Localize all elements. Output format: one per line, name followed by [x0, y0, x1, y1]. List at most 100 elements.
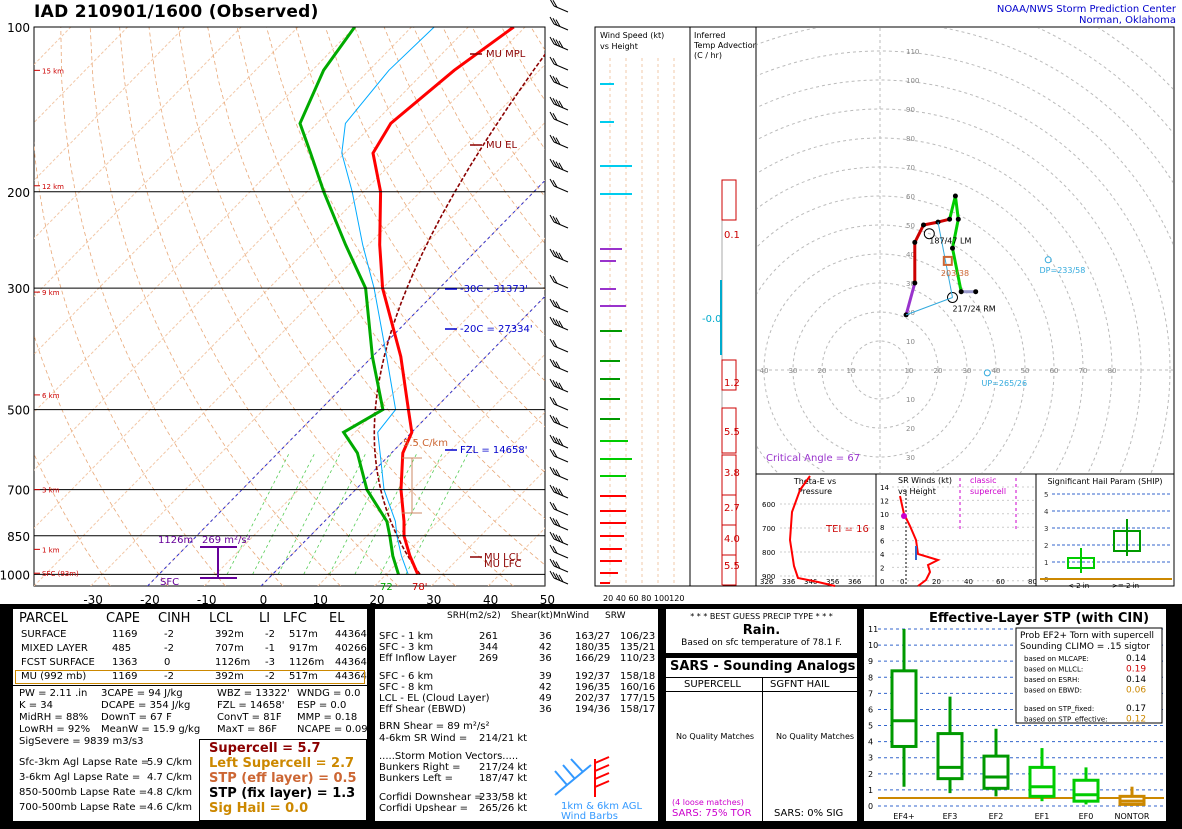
lapse-label: 3-6km Agl Lapse Rate = [19, 772, 141, 783]
hodo-x-label: 80 [1108, 367, 1117, 375]
hodo-point [921, 222, 926, 228]
isotherm [34, 27, 185, 182]
mean-vector [937, 222, 953, 298]
kin-cell: 36 [539, 631, 552, 642]
kin-cell: 36 [539, 653, 552, 664]
theta-p-label: 700 [762, 525, 775, 533]
stp-prob-box [1015, 627, 1163, 724]
windspeed-bar [600, 475, 626, 477]
mixing-line [252, 452, 316, 575]
wind-barb-flag [558, 488, 564, 497]
wind-barb-flag [549, 36, 555, 45]
hodo-x-label: 50 [1021, 367, 1030, 375]
hodo-point [955, 216, 961, 222]
isotherm [431, 469, 545, 586]
stp-y-label: 7 [868, 689, 873, 698]
skewt-frame [33, 26, 546, 587]
credit-line-2: Norman, Oklahoma [1079, 15, 1176, 26]
parcel-cell: -2 [164, 643, 174, 654]
stp-y-label: 2 [868, 770, 873, 779]
wind-barb-flag [555, 39, 561, 47]
wind-barb-shaft [553, 23, 569, 31]
hodo-ring-label: 90 [906, 106, 915, 114]
pressure-tick-label: 500 [7, 404, 30, 418]
sars-loose-matches: (4 loose matches) [672, 798, 744, 807]
windspeed-bar [600, 495, 626, 497]
kin-cell: 261 [479, 631, 499, 642]
ship-cat-2: >= 2 in [1112, 582, 1139, 590]
height-label: 1 km [42, 546, 60, 554]
isotherm [34, 27, 356, 355]
parcel-cell: SURFACE [21, 629, 67, 640]
index-cell: ESP = 0.0 [297, 700, 347, 711]
wind-barb-shaft [553, 345, 569, 353]
mean-wind-label: 203/38 [941, 269, 969, 278]
sr-winds-plot: SR Winds (kt) vs Height classic supercell 14… [880, 476, 1037, 587]
kinematics-panel: SRH(m2/s2) Shear(kt) MnWind SRW SFC - 1 km 26… [373, 607, 660, 823]
temp-tick-label: 50 [540, 593, 555, 605]
kin-cell: 42 [539, 642, 552, 653]
critical-angle: Critical Angle = 67 [766, 453, 860, 464]
wind-barb-flag [552, 360, 558, 368]
stp-prob-label: based on EBWD: [1024, 687, 1082, 695]
wind-barb-shaft [553, 421, 569, 429]
sr-y-label: 14 [880, 484, 889, 492]
temp-tick-label: -10 [197, 593, 217, 605]
sr-title-1: SR Winds (kt) [898, 476, 952, 485]
wind-barb-flag [552, 250, 558, 258]
wind-barb-shaft [553, 118, 569, 126]
storm-motion-label: Bunkers Left = [379, 773, 453, 784]
kin-cell: 158/17 [620, 704, 656, 715]
sars-col-hail: SGFNT HAIL [770, 679, 830, 690]
stp-category-label: EF4+ [893, 812, 914, 821]
height-label: 6 km [42, 392, 60, 400]
isotherm [374, 411, 545, 586]
lapse-label: 700-500mb Lapse Rate = [19, 802, 148, 813]
dry-adiabat [266, 27, 545, 474]
pbl-label: 1126m [158, 535, 193, 546]
rm-marker [947, 292, 958, 303]
hodo-segment [951, 218, 960, 249]
wind-barb-shaft [553, 523, 569, 531]
dewpoint-sfc-label: 72 [380, 582, 393, 593]
sr-y-label: 6 [880, 538, 885, 546]
index-cell: LowRH = 92% [19, 724, 91, 735]
stp-y-label: 10 [868, 641, 878, 650]
isotherm [34, 63, 545, 586]
hodo-point [947, 216, 953, 222]
classic-label-2: supercell [970, 487, 1006, 496]
up-label: UP=265/26 [982, 379, 1028, 388]
dry-adiabat [34, 333, 169, 586]
lapse-value: 5.9 C/km [147, 757, 192, 768]
parcel-cell: -2 [164, 671, 174, 682]
tei-label: TEI = 16 [825, 524, 869, 535]
wind-barb-flag [549, 501, 555, 510]
wind-barb-shaft [553, 221, 569, 229]
ship-y-label: 5 [1044, 491, 1048, 499]
height-label: 3 km [42, 487, 60, 495]
stp-prob-label: based on MLCAPE: [1024, 655, 1089, 663]
wind-barb-flag [549, 316, 555, 325]
advection-label-1: Inferred [694, 31, 725, 40]
kin-cell: 106/23 [620, 631, 656, 642]
advection-bar [720, 280, 722, 355]
stp-category-label: EF3 [943, 812, 958, 821]
wind-barb-flag [552, 486, 558, 494]
stp-prob-value: 0.19 [1126, 665, 1146, 675]
wind-barb-flag [552, 276, 558, 284]
wind-barb-flag [549, 531, 555, 540]
kin-cell: SFC - 1 km [379, 631, 434, 642]
temp-tick-label: 40 [483, 593, 498, 605]
windspeed-bar [600, 440, 628, 442]
mu-lcl-label: MU LCL [484, 552, 522, 563]
wind-barb-flag [549, 570, 555, 579]
sars-nomatch-hail: No Quality Matches [776, 732, 855, 741]
page-title: IAD 210901/1600 (Observed) [34, 2, 319, 22]
wind-barb-shaft [553, 141, 569, 149]
dry-adiabat [207, 27, 545, 566]
wind-barb-flag [555, 161, 561, 169]
stp-y-label: 5 [868, 722, 873, 731]
wind-barb-flag [558, 40, 564, 49]
index-cell: 3CAPE = 94 J/kg [101, 688, 183, 699]
